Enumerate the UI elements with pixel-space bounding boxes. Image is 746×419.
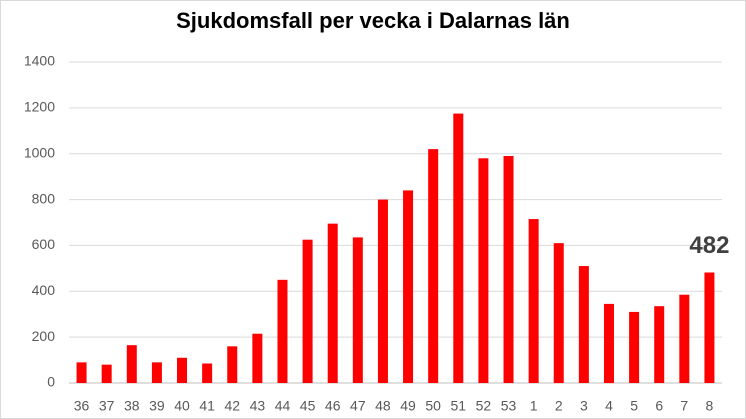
bar [352, 237, 363, 383]
x-tick-label: 37 [99, 398, 115, 414]
y-tick-label: 600 [32, 236, 56, 252]
bar [327, 223, 338, 383]
bar [177, 357, 188, 383]
bar [629, 311, 640, 383]
x-tick-label: 3 [580, 398, 588, 414]
x-tick-label: 39 [149, 398, 165, 414]
x-tick-label: 5 [630, 398, 638, 414]
x-tick-label: 36 [74, 398, 90, 414]
bar [403, 190, 414, 383]
bar [76, 362, 87, 383]
bar [428, 149, 439, 383]
bar [227, 346, 238, 383]
bar [704, 272, 715, 383]
y-tick-label: 200 [32, 328, 56, 344]
y-tick-label: 400 [32, 282, 56, 298]
y-tick-label: 1400 [24, 53, 55, 69]
x-tick-label: 6 [655, 398, 663, 414]
bar [553, 243, 564, 383]
x-tick-label: 7 [680, 398, 688, 414]
bar [453, 113, 464, 383]
bar [377, 199, 388, 383]
x-tick-label: 41 [199, 398, 215, 414]
x-tick-label: 42 [224, 398, 240, 414]
y-tick-label: 0 [47, 374, 55, 390]
x-tick-label: 47 [350, 398, 366, 414]
x-tick-label: 44 [275, 398, 291, 414]
bar [654, 306, 665, 383]
x-tick-label: 2 [555, 398, 563, 414]
bar [151, 362, 162, 383]
bar [277, 279, 288, 383]
bar [202, 363, 213, 383]
bar [528, 219, 539, 383]
x-tick-label: 49 [400, 398, 416, 414]
x-tick-label: 53 [501, 398, 517, 414]
bar [578, 266, 589, 383]
bar [679, 294, 690, 383]
bar [302, 239, 313, 383]
x-tick-label: 43 [250, 398, 266, 414]
x-tick-label: 52 [476, 398, 492, 414]
bar [126, 345, 137, 383]
x-tick-label: 46 [325, 398, 341, 414]
x-tick-label: 51 [450, 398, 466, 414]
bar [603, 303, 614, 383]
chart-title: Sjukdomsfall per vecka i Dalarnas län [176, 8, 570, 33]
x-tick-label: 40 [174, 398, 190, 414]
y-tick-label: 1200 [24, 99, 55, 115]
x-tick-label: 8 [706, 398, 714, 414]
x-tick-label: 38 [124, 398, 140, 414]
y-tick-label: 800 [32, 190, 56, 206]
y-tick-label: 1000 [24, 144, 55, 160]
bar [478, 158, 489, 383]
x-tick-label: 1 [530, 398, 538, 414]
value-label: 482 [689, 232, 729, 259]
bar [252, 333, 263, 383]
x-tick-label: 48 [375, 398, 391, 414]
bar [503, 156, 514, 383]
x-tick-label: 4 [605, 398, 613, 414]
x-tick-label: 45 [300, 398, 316, 414]
x-tick-label: 50 [425, 398, 441, 414]
bar [101, 364, 112, 383]
